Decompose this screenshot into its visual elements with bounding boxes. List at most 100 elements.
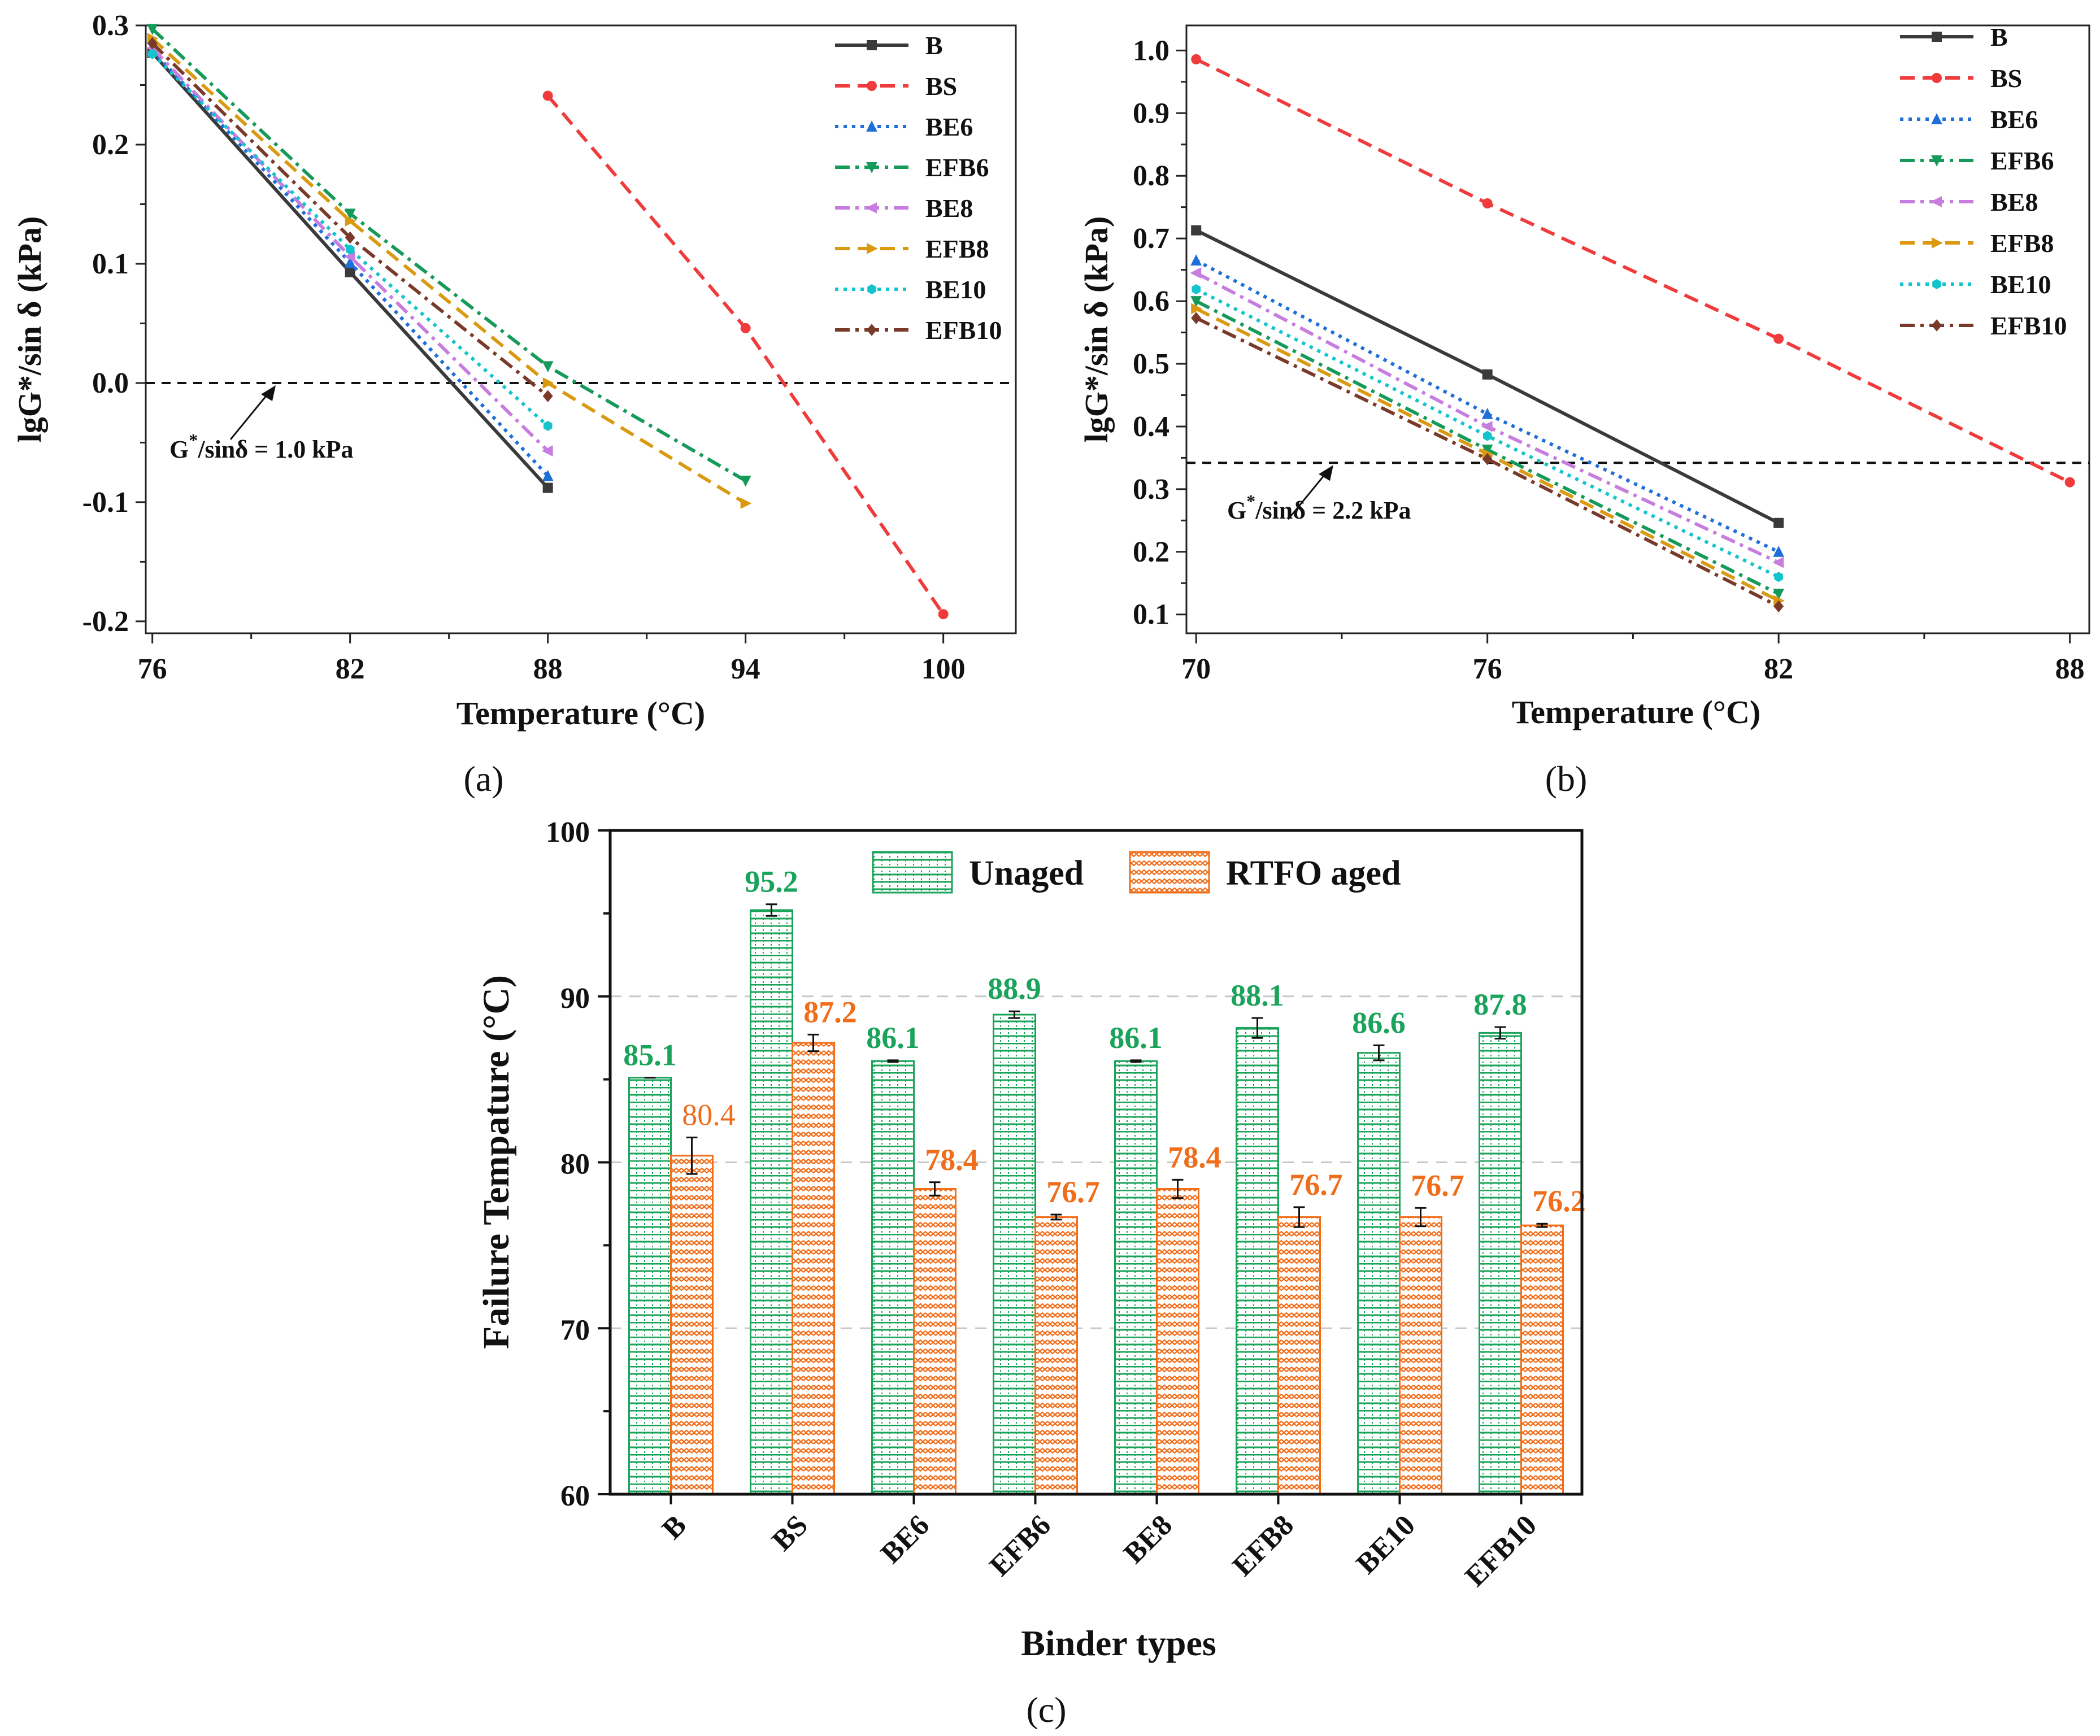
panel-b-reference-arrow — [1287, 469, 1330, 520]
legend-label-aged: RTFO aged — [1226, 854, 1401, 893]
y-tick-label: 0.3 — [92, 10, 129, 42]
panel-b: 70 76 82 88 0.1 0.2 0.3 0.4 0.5 0.6 0.7 0.8 0.9 1.0 G… — [1078, 23, 2090, 799]
bar-aged-EFB6 — [1034, 1216, 1078, 1495]
y-tick-label: 0.8 — [1133, 160, 1169, 192]
x-tick-label: BS — [766, 1509, 814, 1557]
y-tick-label: 0.2 — [1133, 536, 1169, 568]
data-point-BS — [938, 609, 949, 620]
y-tick-label: -0.1 — [82, 486, 129, 519]
data-point-BE8 — [541, 445, 553, 457]
legend-marker-BS — [1932, 73, 1942, 83]
series-line-BS — [1195, 58, 2071, 484]
bar-unaged-EFB10 — [1479, 1032, 1522, 1495]
value-label-aged-EFB10: 76.2 — [1532, 1184, 1586, 1218]
data-point-B — [1773, 517, 1784, 528]
value-label-aged-BE8: 78.4 — [1168, 1140, 1221, 1174]
data-point-BE6 — [1481, 407, 1493, 419]
data-point-BE6 — [344, 256, 356, 268]
y-tick-label: 100 — [546, 816, 590, 849]
x-tick-label: BE10 — [1350, 1509, 1421, 1580]
y-tick-label: 0.1 — [92, 248, 129, 280]
legend-marker-EFB6 — [866, 162, 877, 173]
panel-a: 76 82 88 94 100 -0.2 -0.1 0.0 0.1 0.2 0.3 G*/sinδ … — [11, 10, 1017, 799]
series-line-EFB8 — [151, 37, 747, 505]
value-label-unaged-EFB8: 88.1 — [1231, 978, 1284, 1012]
legend-marker-EFB10 — [867, 324, 877, 336]
panel-b-reference: G*/sinδ = 2.2 kPa — [1186, 462, 2089, 524]
x-tick-label: 76 — [1473, 653, 1502, 685]
legend-label-unaged: Unaged — [969, 854, 1084, 893]
panel-c-value-labels: 85.180.4 95.2 87.2 86.1 78.4 88.9 76.7 86.1 78.4… — [623, 865, 1586, 1218]
legend-marker-B — [867, 40, 877, 50]
x-tick-label: 88 — [2055, 653, 2085, 685]
bar-aged-BS — [792, 1042, 835, 1495]
data-point-BE6 — [542, 469, 554, 481]
x-tick-label: 94 — [731, 653, 760, 685]
bar-unaged-BE10 — [1357, 1052, 1401, 1495]
data-point-EFB10 — [1191, 312, 1202, 324]
data-point-BS — [2064, 477, 2075, 488]
x-tick-label: 82 — [1764, 653, 1793, 685]
bar-aged-EFB10 — [1520, 1224, 1564, 1495]
data-point-EFB6 — [344, 208, 356, 220]
x-tick-label: 100 — [921, 653, 966, 685]
y-tick-label: 70 — [560, 1314, 590, 1346]
bar-unaged-EFB6 — [993, 1013, 1036, 1495]
panel-a-label: (a) — [463, 759, 503, 799]
value-label-aged-BE10: 76.7 — [1411, 1168, 1464, 1202]
data-point-EFB10 — [1773, 600, 1784, 613]
legend-marker-BS — [867, 81, 877, 91]
bar-unaged-BS — [750, 909, 793, 1495]
data-point-EFB6 — [1190, 296, 1202, 307]
bar-aged-B — [670, 1155, 714, 1495]
panel-a-reference: G*/sinδ = 1.0 kPa — [146, 381, 1016, 463]
panel-b-label: (b) — [1545, 759, 1588, 799]
legend-label-EFB8: EFB8 — [1990, 229, 2054, 258]
data-point-BE10 — [1774, 572, 1783, 582]
legend-marker-B — [1932, 32, 1942, 42]
y-tick-label: 0.7 — [1133, 223, 1169, 255]
y-tick-label: 0.5 — [1133, 348, 1169, 380]
data-point-EFB10 — [345, 231, 355, 244]
series-line-BE6 — [1195, 259, 1780, 554]
legend-label-BS: BS — [925, 72, 957, 101]
data-point-BE6 — [1773, 545, 1785, 557]
panel-c-bars — [628, 909, 1564, 1495]
bar-unaged-EFB8 — [1236, 1027, 1279, 1495]
data-point-EFB10 — [147, 37, 158, 50]
bar-unaged-BE6 — [871, 1060, 915, 1495]
legend-label-EFB6: EFB6 — [1990, 146, 2054, 175]
panel-b-ylabel: lgG*/sin δ (kPa) — [1078, 216, 1115, 443]
panel-c-label: (c) — [1026, 1690, 1066, 1730]
panel-a-reference-arrowhead — [261, 385, 276, 401]
value-label-unaged-BS: 95.2 — [745, 865, 798, 899]
legend-label-EFB8: EFB8 — [925, 234, 989, 263]
legend-marker-EFB6 — [1931, 155, 1942, 167]
panel-b-reference-arrowhead — [1319, 465, 1333, 481]
panel-c: 85.180.4 95.2 87.2 86.1 78.4 88.9 76.7 86.1 78.4… — [476, 816, 1586, 1730]
legend-label-BE6: BE6 — [1990, 105, 2038, 134]
panel-c-ylabel: Failure Tempature (°C) — [476, 975, 517, 1349]
legend-label-BS: BS — [1990, 64, 2022, 93]
data-point-BE6 — [1190, 254, 1202, 266]
data-point-EFB8 — [1191, 303, 1202, 315]
data-point-BE10 — [345, 244, 355, 255]
data-point-BE10 — [1192, 284, 1201, 294]
data-point-BE8 — [1772, 556, 1784, 568]
series-line-EFB6 — [151, 28, 747, 482]
data-point-EFB6 — [542, 361, 554, 373]
series-line-BS — [546, 94, 945, 615]
panel-b-series — [1190, 54, 2075, 613]
x-tick-label: EFB10 — [1459, 1509, 1543, 1593]
bar-aged-EFB8 — [1277, 1216, 1321, 1495]
data-point-EFB6 — [1773, 589, 1785, 600]
legend-marker-BE10 — [867, 284, 876, 294]
data-point-BS — [1482, 198, 1493, 209]
data-point-BS — [1191, 54, 1202, 64]
data-point-B — [345, 267, 355, 277]
data-point-BS — [542, 90, 553, 101]
panel-c-legend: Unaged RTFO aged — [872, 851, 1401, 894]
panel-a-axes: 76 82 88 94 100 -0.2 -0.1 0.0 0.1 0.2 0.3 — [82, 10, 966, 685]
x-tick-label: B — [656, 1509, 693, 1546]
